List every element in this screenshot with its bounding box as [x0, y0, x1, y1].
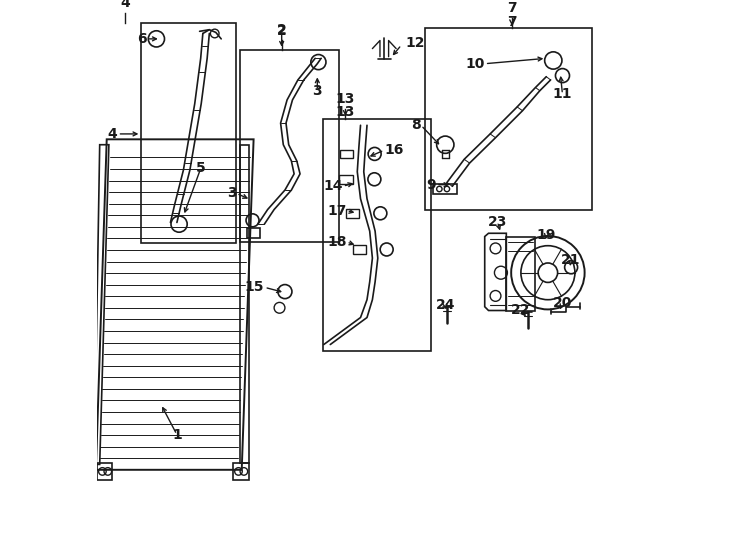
- Text: 13: 13: [335, 105, 355, 119]
- Text: 14: 14: [323, 179, 343, 193]
- Text: 1: 1: [172, 428, 182, 442]
- Text: 11: 11: [553, 87, 573, 102]
- Text: 2: 2: [277, 23, 286, 37]
- Text: 24: 24: [435, 298, 455, 312]
- Bar: [346, 209, 359, 218]
- Text: 7: 7: [507, 15, 517, 29]
- Bar: [433, 184, 457, 194]
- Text: 6: 6: [137, 32, 147, 46]
- Text: 15: 15: [245, 280, 264, 294]
- Bar: [425, 28, 592, 210]
- Text: 7: 7: [507, 1, 517, 15]
- Bar: [323, 119, 431, 351]
- Text: 2: 2: [277, 24, 286, 38]
- Text: 3: 3: [227, 186, 236, 200]
- Text: 4: 4: [108, 127, 117, 141]
- Text: 16: 16: [385, 143, 404, 157]
- Text: 10: 10: [465, 57, 484, 71]
- Text: 8: 8: [411, 118, 421, 132]
- Text: 18: 18: [327, 235, 346, 249]
- Text: 5: 5: [196, 161, 206, 176]
- Bar: [340, 150, 353, 158]
- Bar: [247, 228, 260, 238]
- Text: 9: 9: [426, 178, 436, 192]
- Bar: [352, 245, 366, 254]
- Text: 3: 3: [313, 84, 322, 98]
- Bar: [141, 23, 236, 243]
- Text: 21: 21: [562, 253, 581, 267]
- Bar: [240, 50, 339, 242]
- Text: 20: 20: [553, 296, 573, 310]
- Text: 17: 17: [327, 204, 346, 218]
- Text: 19: 19: [537, 228, 556, 242]
- Text: 4: 4: [120, 0, 130, 10]
- Text: 22: 22: [511, 303, 531, 318]
- Text: 23: 23: [488, 215, 507, 230]
- Text: 12: 12: [406, 36, 426, 50]
- Bar: [339, 175, 353, 184]
- Text: 13: 13: [335, 92, 355, 106]
